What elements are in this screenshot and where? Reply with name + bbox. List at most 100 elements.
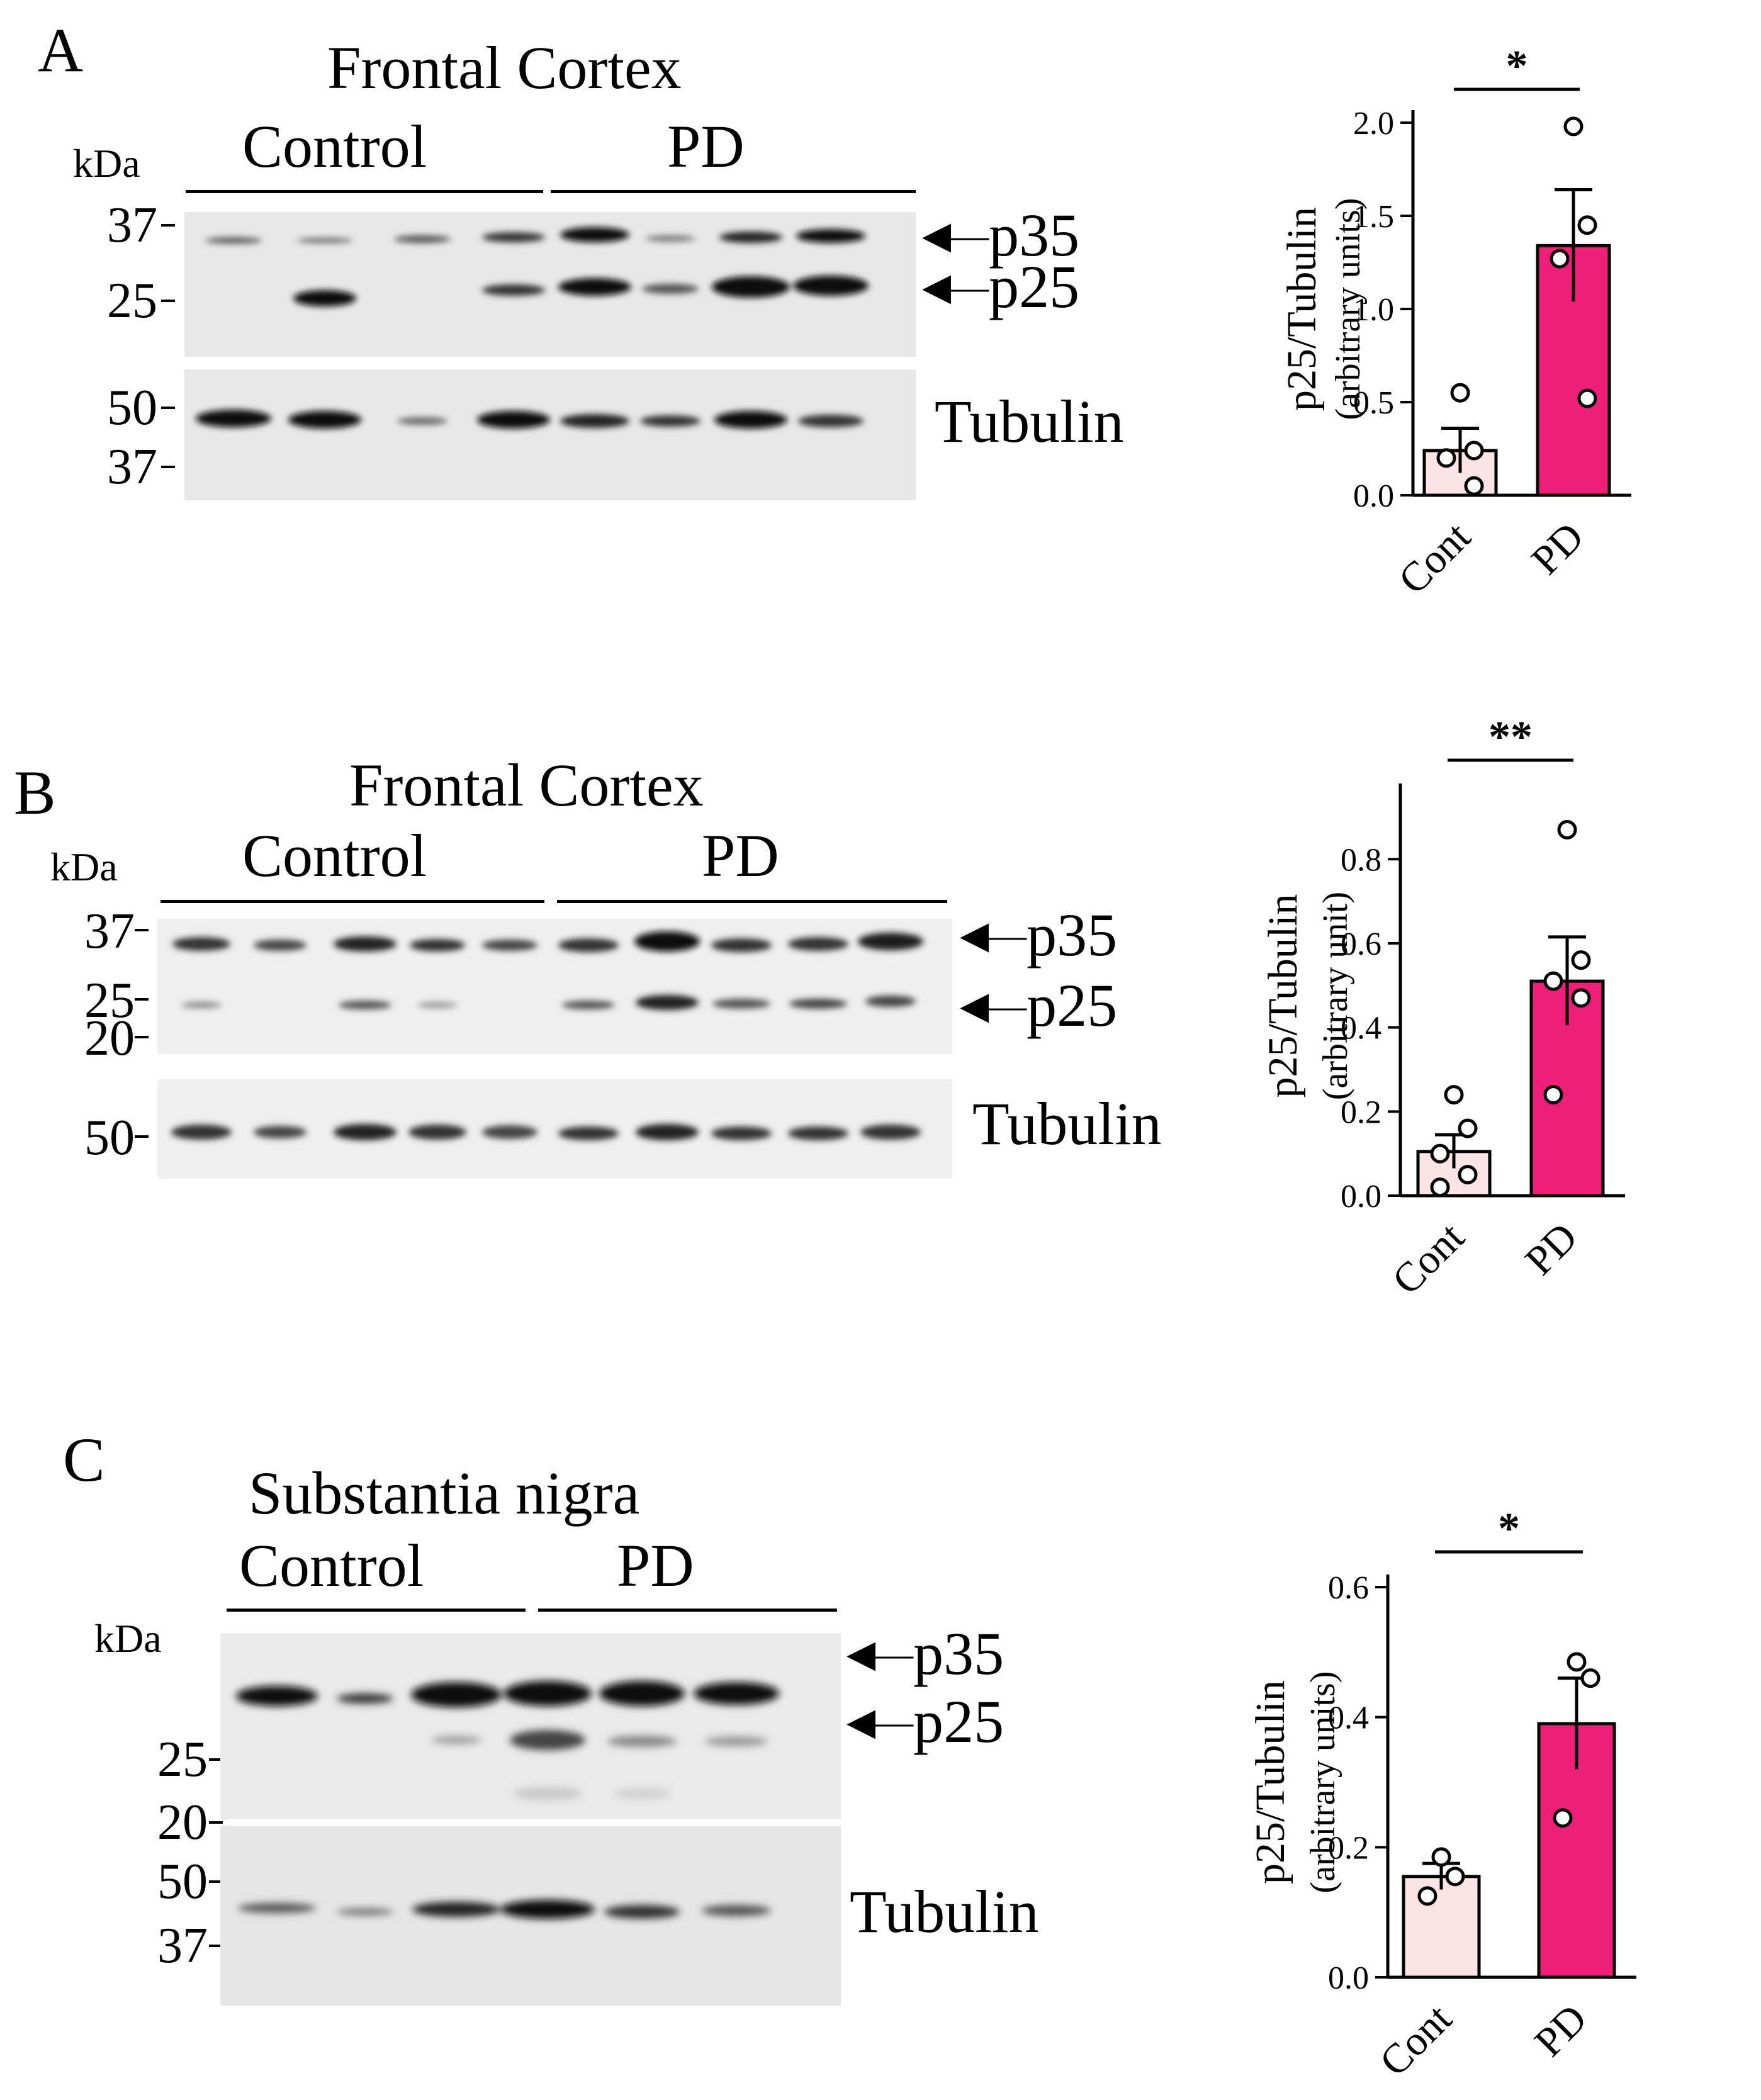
panel-letter: C [63,1425,105,1495]
kda-label: kDa [94,1616,162,1661]
significance-label: * [1506,42,1528,91]
group-label-pd: PD [667,113,745,180]
arrow-left-icon: ◀— [847,1633,914,1675]
arrow-left-icon: ◀— [922,266,989,308]
group-rule-pd [557,900,947,903]
arrow-left-icon: ◀— [922,215,989,256]
marker-tick [161,224,175,227]
chart-group: 0.0 0.5 1.0 1.5 2.0 Cont PD * p25/Tubulin (arbitr… [1279,42,1631,603]
band-name: p25 [1027,972,1118,1039]
group-label-control: Control [242,822,427,889]
data-point [1431,1847,1451,1867]
y-tick-label: 0.5 [1353,385,1394,421]
marker-tick [135,1036,149,1038]
y-tick-label: 1.5 [1353,199,1394,235]
marker-tick [209,1945,223,1947]
marker-tick [161,407,175,409]
marker-50: 50 [84,1110,135,1165]
group-rule-pd [538,1609,837,1612]
data-point [1464,441,1484,461]
data-point [1458,1165,1478,1185]
band-label-p35: ◀— p35 [960,905,1117,965]
band-label-p25: ◀— p25 [922,257,1079,317]
band-name: p35 [1027,901,1118,969]
blot-image-top [220,1633,841,1819]
x-tick-label: Cont [1390,514,1479,603]
data-point [1543,1085,1563,1105]
marker-tick [135,929,149,931]
blot-image-tubulin [157,1079,952,1179]
y-tick-label: 0.2 [1341,1094,1381,1130]
y-tick-label: 0.4 [1328,1700,1369,1736]
marker-20: 20 [84,1011,135,1066]
y-axis-sublabel: (arbitrary units) [1329,198,1368,420]
marker-25: 25 [157,1732,208,1787]
bar-chart-c: 0.0 0.2 0.4 0.6 Cont PD * p25/Tubulin (arbitrary… [0,1410,1761,2100]
y-axis-label: p25/Tubulin [1260,894,1306,1098]
marker-37: 37 [84,904,135,959]
y-axis-label: p25/Tubulin [1279,207,1325,411]
bar-chart-b: 0.0 0.2 0.4 0.6 0.8 Cont PD ** p25/Tubulin (arbit… [0,705,1761,1391]
blot-title: Substantia nigra [249,1459,640,1527]
x-tick-label: PD [1522,514,1592,583]
blot-image-tubulin [220,1826,841,2006]
kda-label: kDa [50,845,118,889]
blot-title: Frontal Cortex [327,34,682,101]
band-label-p25: ◀— p25 [960,975,1117,1036]
marker-37b: 37 [107,439,157,495]
data-point [1417,1886,1437,1906]
marker-tick [135,998,149,1001]
data-point [1577,215,1597,235]
y-tick-label: 0.0 [1341,1179,1381,1215]
arrow-left-icon: ◀— [960,985,1027,1026]
marker-tick [209,1880,223,1883]
loading-control-label: Tubulin [935,388,1124,455]
y-tick-label: 0.0 [1328,1960,1369,1996]
data-point [1430,1143,1450,1164]
marker-37: 37 [107,198,157,253]
data-point [1553,1808,1573,1828]
data-point [1567,1652,1587,1672]
kda-label: kDa [73,141,140,186]
loading-control-label: Tubulin [850,1878,1039,1945]
y-axis-sublabel: (arbitrary units) [1303,1671,1342,1894]
panel-b: B Frontal Cortex kDa Control PD 37 25 20… [0,705,1761,1391]
band-label-p35: ◀— p35 [922,205,1079,266]
bar [1402,1875,1481,1979]
data-point [1563,116,1584,137]
panel-c: C Substantia nigra Control PD kDa 25 20 … [0,1410,1761,2100]
panel-letter: A [38,15,84,85]
blot-image-tubulin [184,369,916,500]
group-rule-pd [551,190,916,193]
marker-50: 50 [157,1854,208,1909]
band-name: p35 [913,1620,1004,1687]
data-point [1430,1177,1450,1198]
y-axis-sublabel: (arbitrary unit) [1316,892,1355,1100]
y-tick-label: 0.6 [1341,926,1381,962]
data-point [1445,1867,1465,1887]
y-tick-label: 2.0 [1353,106,1394,142]
y-axis-label: p25/Tubulin [1247,1680,1293,1884]
x-tick-label: PD [1526,1996,1595,2065]
band-label-p35: ◀— p35 [847,1624,1004,1684]
blot-title: Frontal Cortex [349,751,704,819]
group-rule-control [160,900,544,903]
data-point [1543,971,1563,991]
marker-37: 37 [157,1918,208,1974]
group-label-pd: PD [702,822,779,889]
band-label-p25: ◀— p25 [847,1692,1004,1752]
group-label-control: Control [239,1532,424,1599]
data-point [1571,950,1591,970]
marker-tick [161,466,175,468]
group-rule-control [186,190,543,193]
data-point [1458,1118,1478,1138]
group-label-pd: PD [617,1532,694,1599]
y-tick-label: 0.6 [1328,1570,1369,1606]
marker-25: 25 [84,973,135,1028]
marker-20: 20 [157,1795,208,1850]
panel-letter: B [14,758,56,828]
data-point [1571,988,1591,1008]
loading-control-label: Tubulin [972,1090,1162,1157]
y-tick-label: 0.4 [1341,1011,1381,1047]
blot-image-top [157,919,952,1054]
